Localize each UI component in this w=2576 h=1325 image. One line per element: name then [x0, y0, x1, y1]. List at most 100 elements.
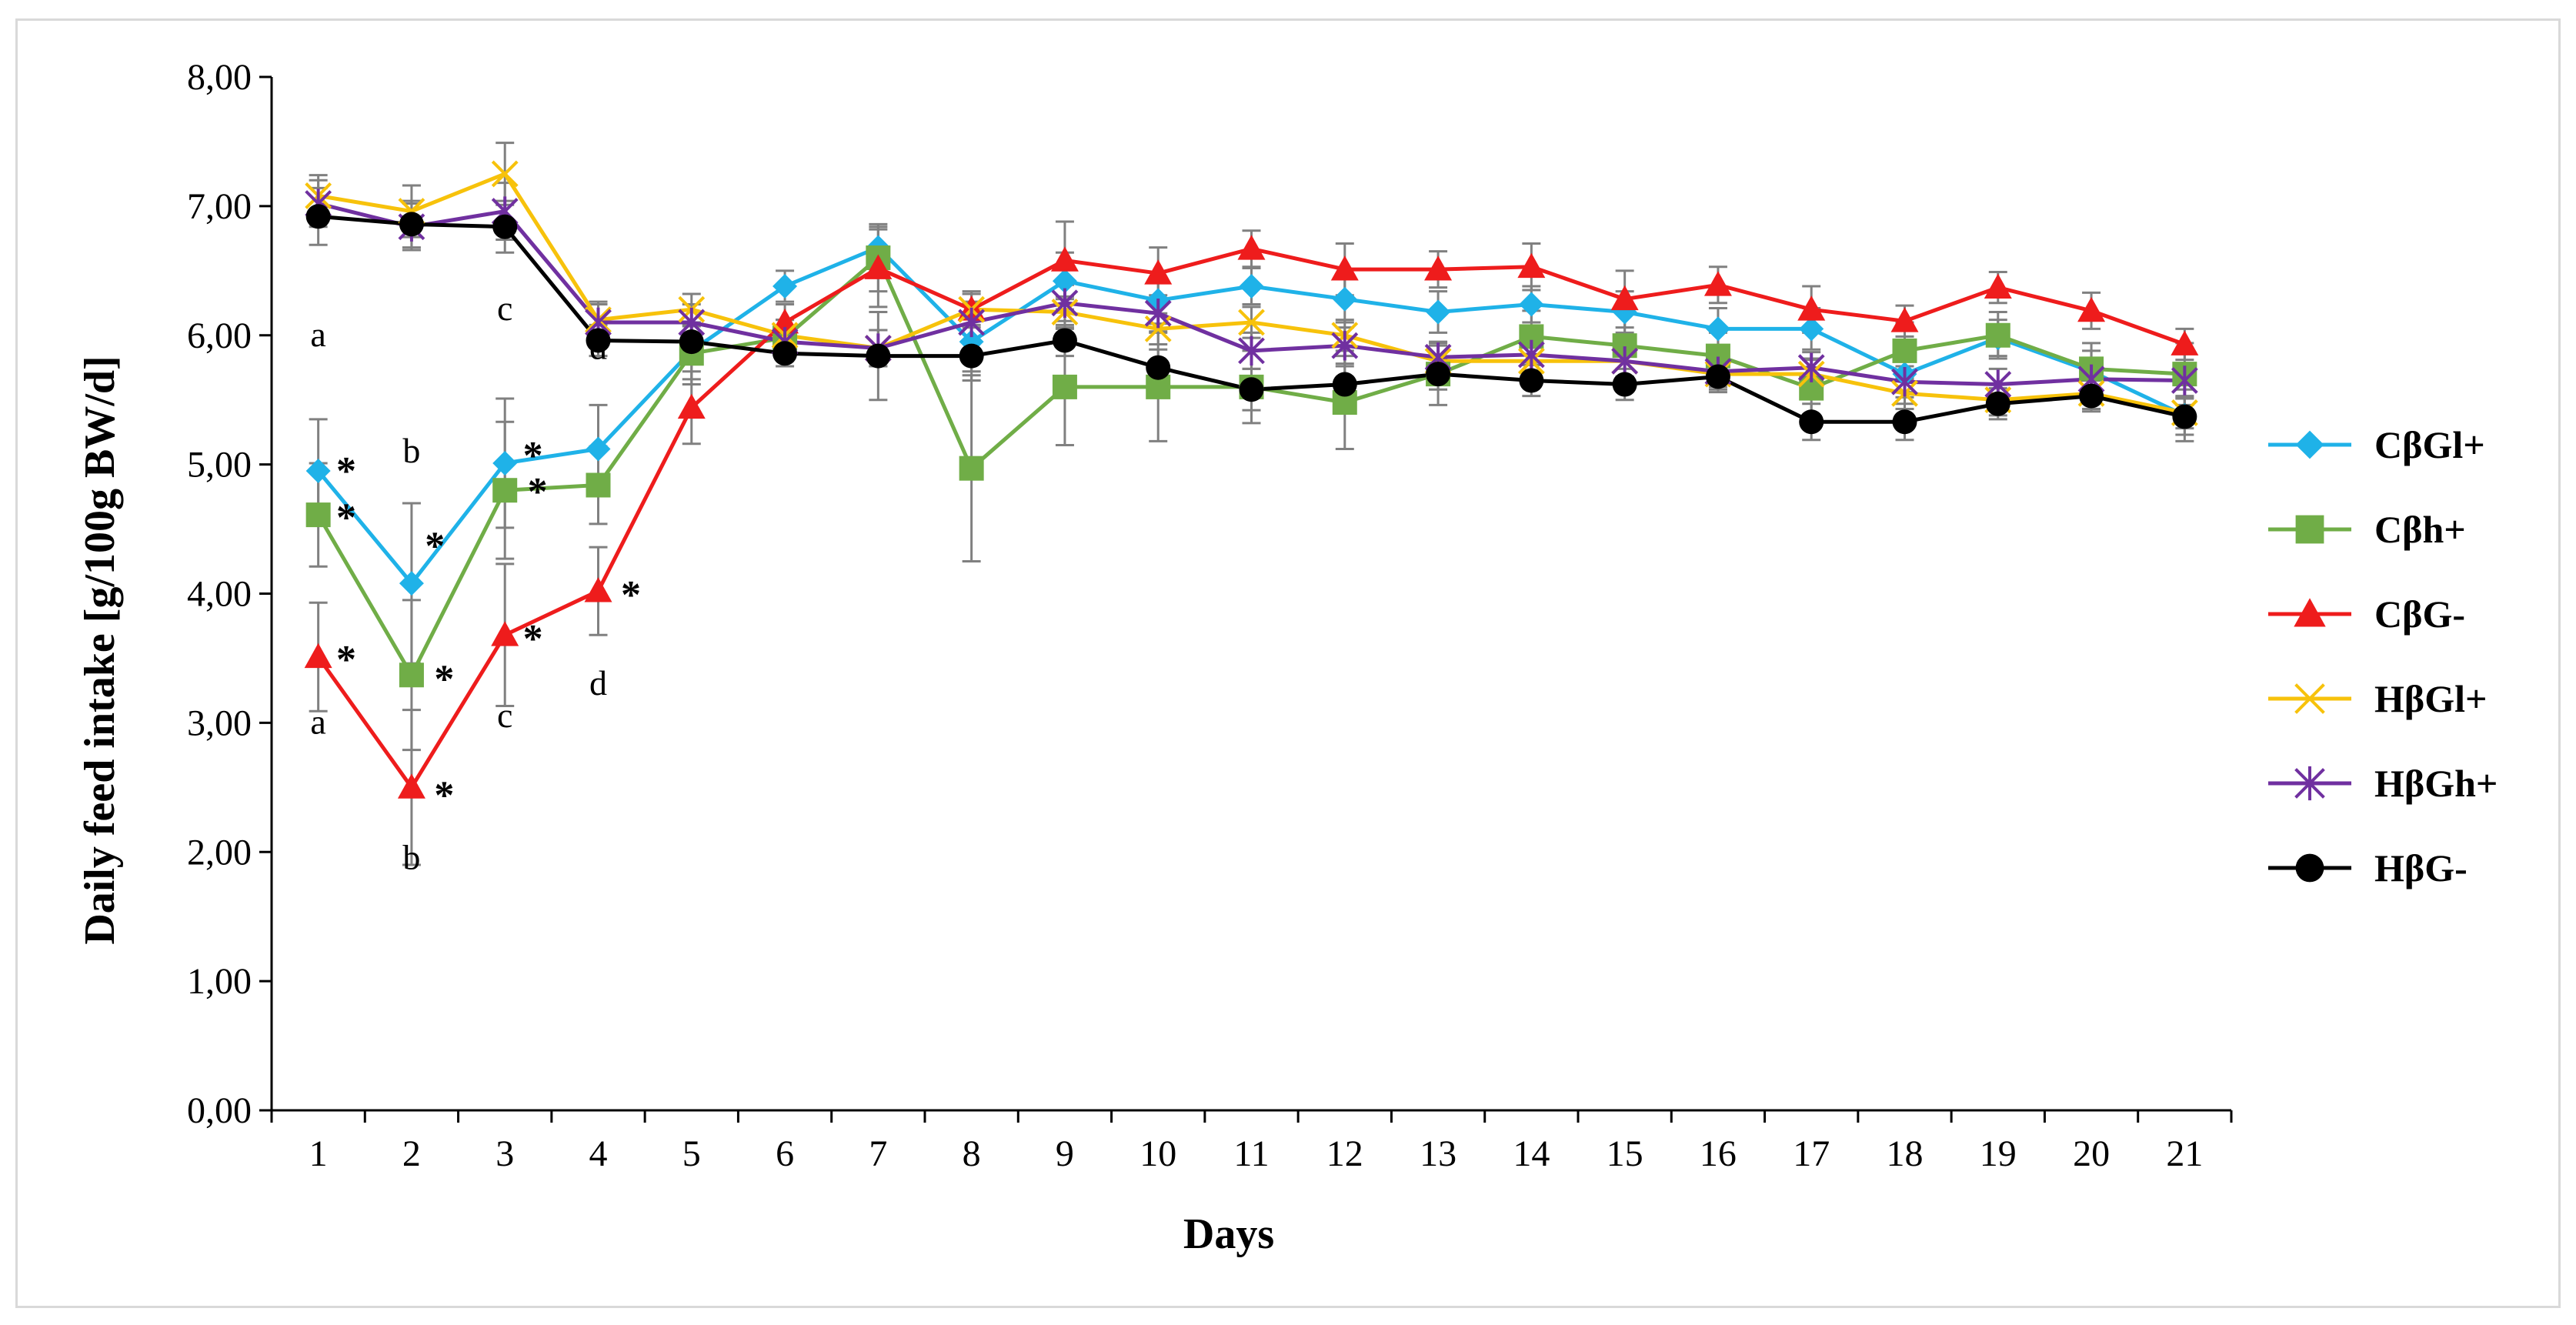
data-point [1239, 377, 1264, 402]
data-point [1332, 286, 1357, 312]
data-point [2079, 383, 2104, 409]
x-tick-label: 5 [682, 1133, 701, 1174]
data-point [1892, 409, 1917, 435]
data-point [1424, 255, 1453, 281]
x-tick-label: 4 [589, 1133, 608, 1174]
data-point [1146, 355, 1171, 380]
group-letter: d [589, 328, 607, 367]
x-tick-label: 16 [1700, 1133, 1737, 1174]
data-point [1985, 391, 2010, 416]
data-point [1517, 252, 1546, 279]
data-point [399, 571, 424, 596]
legend-marker [2295, 430, 2324, 459]
significance-asterisk: * [528, 470, 548, 514]
data-point [772, 273, 798, 299]
data-point [1705, 316, 1730, 342]
y-tick-label: 3,00 [187, 703, 252, 743]
x-tick-label: 18 [1887, 1133, 1924, 1174]
data-point [492, 478, 518, 503]
x-tick-label: 8 [963, 1133, 981, 1174]
y-tick-label: 2,00 [187, 832, 252, 873]
data-point [772, 341, 798, 366]
data-point [304, 642, 332, 669]
data-point [1891, 366, 1918, 397]
significance-asterisk: * [434, 773, 454, 817]
data-point [1052, 328, 1077, 353]
y-axis-label: Daily feed intake [g/100g BW/d] [76, 355, 124, 944]
data-point [586, 328, 611, 353]
data-point [399, 212, 424, 237]
data-point [2172, 404, 2197, 429]
y-tick-label: 1,00 [187, 961, 252, 1002]
data-point [492, 450, 518, 476]
chart-frame [15, 18, 2561, 1308]
group-letter: d [589, 663, 607, 703]
legend-label: CβGl+ [2374, 423, 2485, 466]
data-point [1890, 307, 1919, 332]
data-point [1237, 235, 1266, 260]
significance-asterisk: * [336, 638, 356, 682]
group-letter: a [310, 315, 325, 354]
data-point [1984, 273, 2012, 299]
data-point [1799, 409, 1824, 435]
data-point [1144, 259, 1173, 285]
significance-asterisk: * [434, 657, 454, 701]
x-tick-label: 9 [1056, 1133, 1074, 1174]
data-point [1051, 288, 1079, 318]
data-point [1985, 322, 2010, 348]
data-point [1238, 309, 1265, 336]
data-point [679, 329, 704, 355]
legend-marker [2294, 683, 2325, 714]
data-point [1052, 374, 1077, 399]
data-point [1426, 299, 1451, 325]
x-tick-label: 19 [1980, 1133, 2017, 1174]
data-point [1799, 316, 1824, 342]
x-tick-label: 17 [1793, 1133, 1830, 1174]
x-tick-label: 3 [496, 1133, 514, 1174]
legend-label: CβG- [2374, 592, 2465, 636]
legend-label: HβGh+ [2374, 762, 2498, 805]
data-point [1050, 246, 1079, 272]
data-point [1797, 352, 1825, 382]
group-letter: c [497, 289, 512, 328]
data-point [1703, 271, 1732, 296]
data-point [305, 502, 331, 528]
data-point [959, 343, 984, 369]
data-point [1144, 299, 1172, 329]
data-point [1426, 362, 1451, 387]
significance-asterisk: * [621, 573, 641, 617]
x-tick-label: 20 [2073, 1133, 2110, 1174]
x-tick-label: 15 [1607, 1133, 1643, 1174]
group-letter: b [402, 431, 420, 470]
significance-asterisk: * [523, 617, 543, 661]
x-tick-label: 2 [402, 1133, 421, 1174]
data-point [1705, 364, 1730, 389]
data-point [1332, 372, 1357, 397]
x-tick-label: 13 [1420, 1133, 1457, 1174]
data-point [584, 577, 612, 602]
data-point [1239, 273, 1264, 299]
significance-asterisk: * [425, 524, 445, 568]
data-point [586, 472, 611, 498]
data-point [1612, 372, 1637, 397]
axes: 0,001,002,003,004,005,006,007,008,001 2 3 4… [187, 57, 2233, 1174]
data-point [2171, 365, 2198, 395]
data-point [958, 307, 986, 338]
y-tick-label: 4,00 [187, 574, 252, 615]
data-point [1238, 335, 1265, 366]
data-point [305, 459, 331, 484]
group-letter: a [310, 702, 325, 741]
data-point [397, 773, 425, 799]
x-tick-label: 14 [1513, 1133, 1550, 1174]
data-point [492, 214, 518, 239]
series-markers [304, 160, 2199, 799]
significance-asterisk: * [336, 449, 356, 493]
x-axis-label: Days [1183, 1210, 1274, 1258]
data-point [1892, 338, 1917, 363]
legend: CβGl+ Cβh+ CβG- HβGl+ HβGh+ HβG- [2268, 423, 2498, 889]
legend-marker [2295, 853, 2324, 883]
legend-marker [2295, 515, 2324, 544]
data-point [586, 436, 611, 462]
